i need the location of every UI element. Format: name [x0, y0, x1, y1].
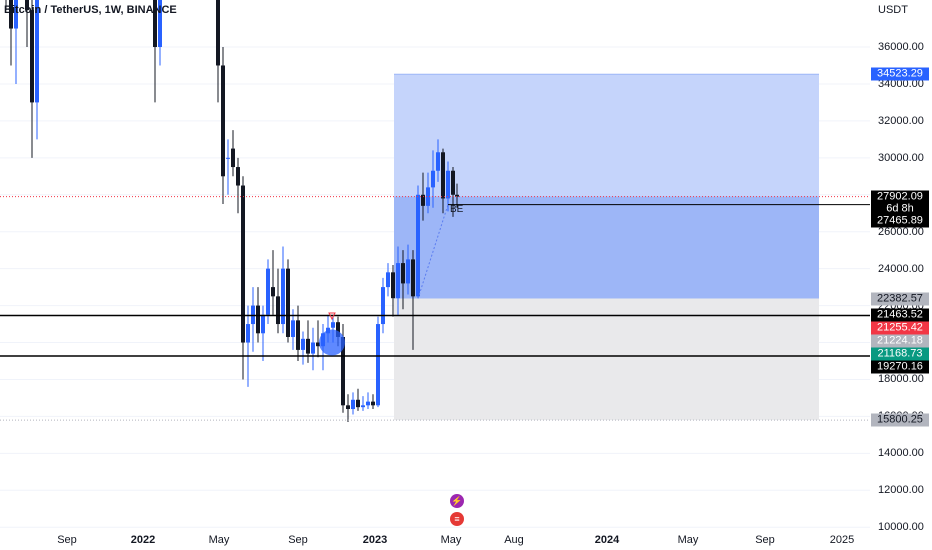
candle-body — [336, 322, 340, 337]
price-tick: 26000.00 — [878, 225, 924, 238]
candle-body — [221, 65, 225, 177]
symbol-title[interactable]: Bitcoin / TetherUS, 1W, BINANCE — [4, 4, 177, 16]
candle-body — [421, 194, 425, 206]
candle-body — [296, 320, 300, 350]
time-tick: Sep — [288, 534, 308, 546]
candle-body — [271, 287, 275, 297]
candle-body — [396, 263, 400, 299]
candle-body — [306, 338, 310, 354]
price-tag-level-green: 21168.73 — [871, 347, 929, 361]
candle-body — [436, 152, 440, 171]
price-tag-stop: 15800.25 — [871, 413, 929, 427]
candle-body — [216, 0, 220, 66]
time-tick: 2025 — [829, 534, 855, 546]
candle-body — [286, 268, 290, 337]
price-tag-be-level: 27465.89 — [871, 214, 929, 228]
time-tick: May — [677, 534, 699, 546]
candle-body — [266, 268, 270, 315]
candle-body — [401, 263, 405, 284]
price-tick: 18000.00 — [878, 373, 924, 386]
candle-body — [291, 320, 295, 337]
candle-body — [246, 324, 250, 343]
time-tick: Aug — [504, 534, 524, 546]
candle-body — [30, 10, 34, 103]
price-tag-target: 34523.29 — [871, 67, 929, 81]
price-tick: 34000.00 — [878, 77, 924, 90]
candle-body — [416, 194, 420, 297]
highlight-circle-marker — [319, 329, 345, 356]
entry-connector — [417, 204, 449, 299]
candle-body — [301, 338, 305, 350]
lightning-icon[interactable]: ⚡ — [450, 494, 464, 508]
price-tag-level-lower: 19270.16 — [871, 360, 929, 374]
price-chart[interactable] — [0, 0, 870, 528]
us-flag-icon[interactable]: ≡ — [450, 512, 464, 526]
candle-body — [371, 401, 375, 406]
candle-body — [426, 187, 430, 206]
candle-body — [361, 405, 365, 408]
candle-body — [236, 167, 240, 186]
time-tick: May — [440, 534, 462, 546]
price-tick: 36000.00 — [878, 41, 924, 53]
candle-body — [311, 342, 315, 354]
candle-body — [231, 148, 235, 168]
chart-pane[interactable]: Bitcoin / TetherUS, 1W, BINANCE BE ⚡ ≡ — [0, 0, 870, 528]
time-tick: 2022 — [130, 534, 156, 546]
candle-body — [381, 287, 385, 325]
loss-zone — [394, 298, 819, 421]
time-tick: 2023 — [362, 534, 388, 546]
candle-body — [281, 268, 285, 325]
candle-body — [431, 170, 435, 188]
candle-body — [35, 0, 39, 103]
candle-body — [341, 336, 345, 406]
price-tick: 12000.00 — [878, 484, 924, 497]
candle-body — [331, 322, 335, 328]
candle-body — [261, 314, 265, 334]
candle-body — [366, 401, 370, 406]
candle-body — [226, 157, 230, 159]
price-tag-last-price: 27902.09 — [871, 190, 929, 204]
candle-body — [455, 194, 459, 197]
time-tick: Sep — [755, 534, 775, 546]
time-scale[interactable]: Sep 2022 May Sep 2023 May Aug 2024 May Sep 2025 — [0, 528, 870, 550]
price-tick: 24000.00 — [878, 262, 924, 275]
candle-body — [441, 152, 445, 199]
time-tick: 2024 — [594, 534, 620, 546]
price-tick: 10000.00 — [878, 521, 924, 534]
candle-body — [446, 170, 450, 199]
candle-body — [241, 185, 245, 343]
currency-unit: USDT — [878, 4, 908, 16]
price-scale[interactable]: USDT 36000.0034000.0032000.0030000.00280… — [870, 0, 932, 550]
candle-body — [25, 0, 29, 11]
candle-body — [276, 296, 280, 325]
candle-body — [411, 259, 415, 297]
time-tick: Sep — [57, 534, 77, 546]
price-tag-countdown: 6d 8h — [871, 202, 929, 216]
profit-zone-filled — [394, 196, 819, 299]
candle-body — [158, 0, 162, 47]
candle-body — [256, 305, 260, 334]
candle-body — [346, 405, 350, 410]
price-tag-level-red: 21255.42 — [871, 321, 929, 335]
candle-body — [451, 170, 455, 195]
candle-body — [356, 399, 360, 408]
candle-body — [14, 0, 18, 29]
be-label: BE — [450, 204, 464, 215]
candle-body — [406, 259, 410, 284]
time-tick: May — [208, 534, 230, 546]
candle-body — [386, 272, 390, 288]
arrow-marker — [328, 312, 336, 321]
price-tick: 14000.00 — [878, 447, 924, 460]
candle-body — [316, 342, 320, 347]
price-tag-entry: 22382.57 — [871, 292, 929, 305]
price-tag-level-upper: 21463.52 — [871, 308, 929, 322]
price-tag-level-gray: 21224.18 — [871, 334, 929, 348]
candle-body — [9, 0, 13, 29]
price-tick: 32000.00 — [878, 114, 924, 127]
candle-body — [376, 324, 380, 406]
candle-body — [153, 0, 157, 47]
price-tick: 30000.00 — [878, 151, 924, 164]
candle-body — [351, 399, 355, 410]
candle-body — [391, 272, 395, 299]
